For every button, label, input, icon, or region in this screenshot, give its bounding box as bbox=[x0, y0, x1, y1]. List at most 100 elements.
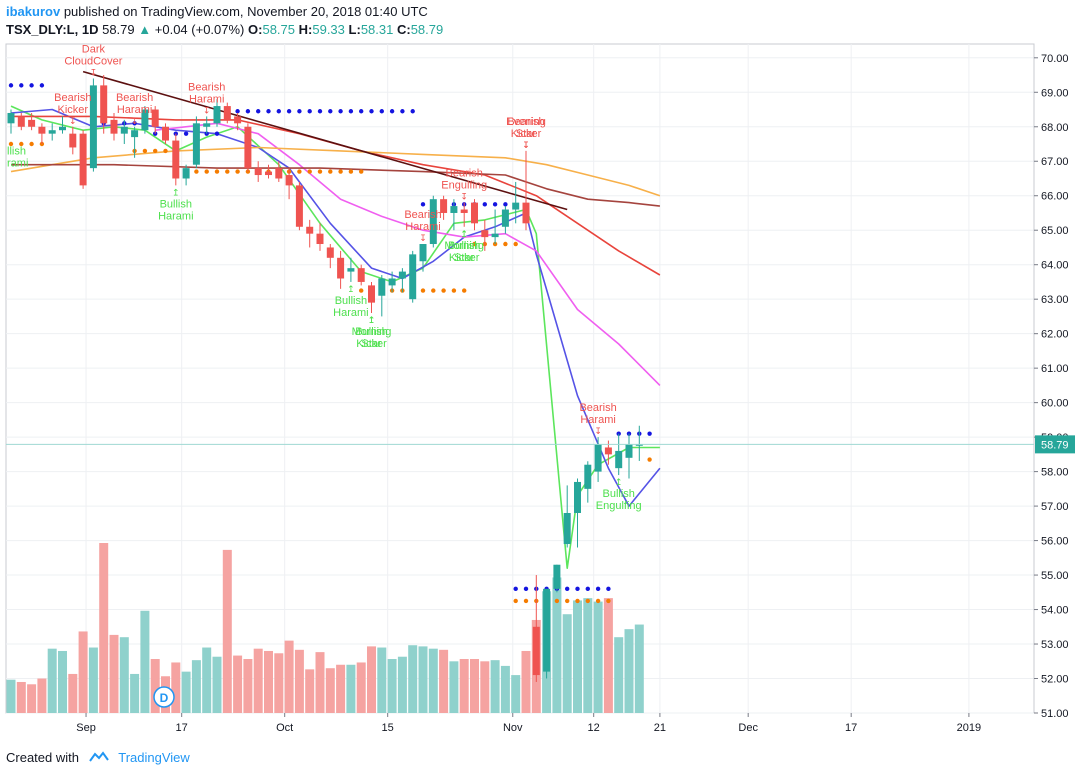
volume-bar bbox=[346, 664, 356, 713]
level-dot bbox=[317, 169, 323, 174]
author-name[interactable]: ibakurov bbox=[6, 4, 61, 19]
candle-body bbox=[419, 244, 427, 262]
candle-body bbox=[254, 168, 262, 176]
level-dot bbox=[29, 141, 34, 147]
open-label: O: bbox=[248, 22, 263, 37]
level-dot bbox=[513, 598, 518, 604]
level-dot bbox=[297, 109, 302, 114]
level-dot bbox=[575, 598, 580, 604]
pattern-label: Dark bbox=[82, 43, 106, 55]
candle-body bbox=[182, 168, 190, 179]
trend-line bbox=[82, 70, 568, 211]
candle-body bbox=[48, 130, 56, 134]
volume-bar bbox=[573, 600, 582, 713]
volume-bar bbox=[634, 624, 644, 713]
volume-bar bbox=[315, 652, 325, 713]
candle-body bbox=[213, 106, 221, 124]
low-value: 58.31 bbox=[360, 22, 394, 37]
level-dot bbox=[214, 169, 220, 174]
level-dot bbox=[245, 109, 251, 114]
candle-body bbox=[481, 230, 489, 238]
candle-body bbox=[265, 171, 272, 176]
plot-frame bbox=[5, 43, 1035, 714]
volume-bar bbox=[150, 659, 160, 713]
volume-bar bbox=[490, 660, 500, 713]
level-dot bbox=[163, 148, 168, 154]
pattern-label: Harami bbox=[189, 93, 224, 105]
x-tick-label: Oct bbox=[276, 722, 293, 734]
pattern-label: Bearish bbox=[116, 92, 153, 104]
volume-marker-group[interactable]: D bbox=[153, 686, 175, 708]
created-with-text: Created with bbox=[6, 750, 79, 765]
candle-body bbox=[491, 233, 499, 238]
volume-marker-circle[interactable] bbox=[153, 686, 175, 708]
moving-average-line bbox=[10, 146, 661, 197]
volume-bar bbox=[562, 614, 572, 713]
level-dot bbox=[400, 109, 405, 114]
pattern-label: Kicker bbox=[356, 338, 387, 350]
volume-bar bbox=[58, 650, 67, 713]
level-dot bbox=[307, 109, 312, 114]
level-dot bbox=[153, 148, 158, 154]
pattern-label: Morning bbox=[444, 240, 484, 252]
y-tick-label: 63.00 bbox=[1041, 294, 1069, 306]
close-value: 58.79 bbox=[410, 22, 444, 37]
level-dot bbox=[19, 141, 24, 147]
volume-marker-label[interactable]: D bbox=[160, 691, 169, 705]
moving-average-line bbox=[155, 122, 661, 386]
trend-line-layer[interactable] bbox=[82, 70, 568, 211]
y-tick-label: 67.00 bbox=[1041, 156, 1069, 168]
volume-bar bbox=[459, 659, 469, 713]
y-tick-label: 54.00 bbox=[1041, 605, 1069, 617]
symbol-name[interactable]: TSX_DLY:L, 1D bbox=[6, 22, 99, 37]
candle-body bbox=[100, 85, 108, 124]
pattern-arrow-icon: ↧ bbox=[203, 105, 211, 115]
level-dot bbox=[503, 202, 508, 207]
volume-bar bbox=[99, 543, 109, 713]
level-dot bbox=[523, 598, 529, 604]
level-dot bbox=[307, 169, 312, 174]
pattern-arrow-icon: ↥ bbox=[460, 229, 468, 239]
candle-body bbox=[398, 271, 406, 279]
volume-bar bbox=[181, 671, 191, 713]
level-dot bbox=[379, 109, 384, 114]
grid-lines bbox=[5, 43, 1035, 714]
pattern-label: Engulfing bbox=[596, 500, 642, 512]
volume-bar bbox=[88, 647, 98, 713]
pattern-label: Bearish bbox=[507, 116, 544, 128]
last-price: 58.79 bbox=[102, 22, 135, 37]
candlesticks bbox=[7, 75, 643, 682]
x-tick-label: 17 bbox=[176, 722, 188, 734]
y-tick-label: 52.00 bbox=[1041, 674, 1069, 686]
volume-bar bbox=[614, 637, 624, 713]
candle-body bbox=[522, 202, 530, 224]
tradingview-brand-link[interactable]: TradingView bbox=[118, 750, 190, 765]
candle-body bbox=[192, 123, 200, 165]
candle-body bbox=[234, 116, 242, 124]
y-tick-label: 55.00 bbox=[1041, 570, 1069, 582]
y-tick-label: 61.00 bbox=[1041, 363, 1069, 375]
pattern-label: Bearish bbox=[188, 81, 225, 93]
low-label: L: bbox=[348, 22, 361, 37]
volume-bar bbox=[603, 598, 613, 713]
level-dot bbox=[359, 169, 364, 174]
volume-bar bbox=[47, 648, 57, 713]
level-dot bbox=[585, 598, 590, 604]
volume-bar bbox=[274, 653, 284, 713]
candle-body bbox=[28, 119, 36, 127]
candle-body bbox=[615, 450, 623, 469]
level-dot bbox=[565, 586, 570, 592]
level-dot bbox=[359, 288, 364, 293]
publish-info: published on TradingView.com, November 2… bbox=[63, 4, 428, 19]
y-tick-label: 60.00 bbox=[1041, 398, 1069, 410]
publish-line: ibakurov published on TradingView.com, N… bbox=[6, 4, 428, 19]
level-dot bbox=[338, 169, 343, 174]
volume-bar bbox=[418, 646, 428, 713]
volume-bar bbox=[222, 549, 232, 713]
pattern-label: Kicker bbox=[511, 128, 542, 140]
level-dot bbox=[256, 109, 261, 114]
level-dot bbox=[554, 598, 560, 604]
candle-body bbox=[594, 444, 602, 472]
volume-bar bbox=[16, 681, 26, 713]
